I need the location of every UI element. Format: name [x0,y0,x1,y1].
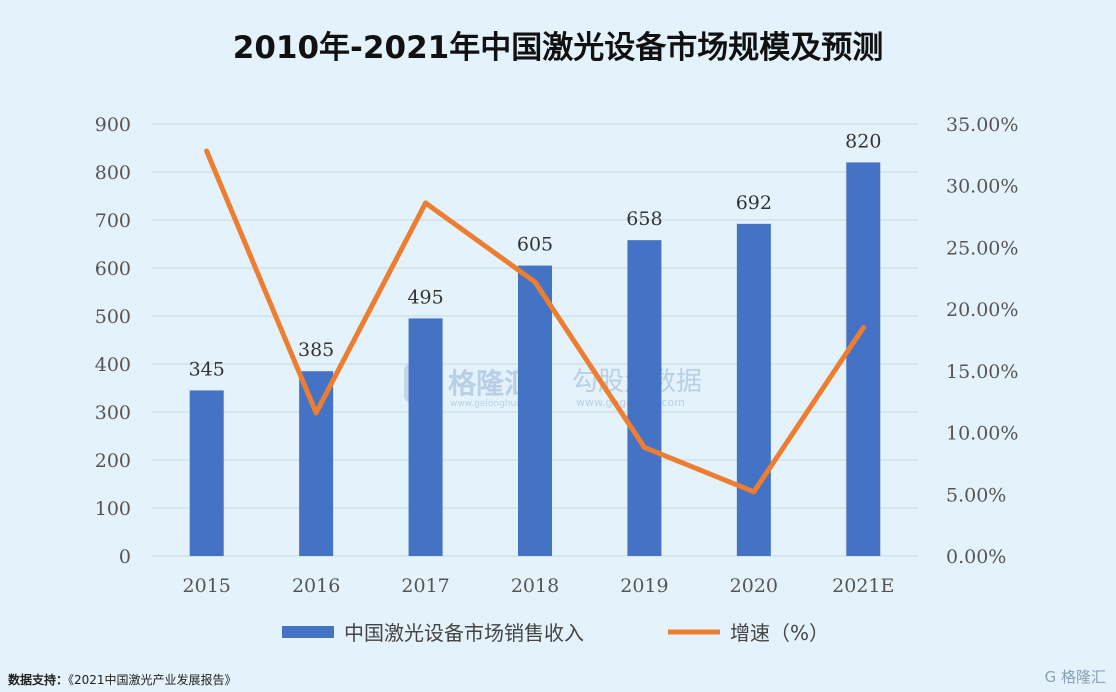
bar-data-label: 385 [298,339,334,361]
bar-data-label: 658 [626,208,662,230]
line-point [423,200,429,206]
y-right-tick-label: 5.00% [946,484,1006,506]
bar [408,318,443,556]
line-point [641,444,647,450]
bar-data-label: 345 [189,358,225,380]
y-right-tick-label: 35.00% [946,114,1018,136]
legend-bar-label: 中国激光设备市场销售收入 [344,621,584,645]
line-point [751,489,757,495]
legend: 中国激光设备市场销售收入 增速（%） [282,621,829,645]
y-left-tick-label: 500 [95,306,131,328]
chart-title: 2010年-2021年中国激光设备市场规模及预测 [233,30,883,66]
line-point [313,410,319,416]
bar [189,390,224,556]
x-tick-label: 2018 [511,575,559,597]
footer-label: 数据支持： [8,673,69,687]
y-left-tick-label: 400 [95,354,131,376]
x-tick-label: 2017 [401,575,449,597]
y-right-tick-label: 15.00% [946,361,1018,383]
x-tick-label: 2015 [183,575,231,597]
x-axis: 2015 2016 2017 2018 2019 2020 2021E [183,575,895,597]
y-left-tick-label: 200 [95,450,131,472]
corner-logo: G 格隆汇 [1044,668,1106,686]
y-left-tick-label: 300 [95,402,131,424]
x-tick-label: 2021E [832,575,894,597]
y-axis-right: 0.00% 5.00% 10.00% 15.00% 20.00% 25.00% 30.00%… [946,114,1018,568]
x-tick-label: 2019 [620,575,668,597]
y-right-tick-label: 30.00% [946,176,1018,198]
legend-bar-swatch [282,626,334,638]
line-point [860,325,866,331]
bar [736,223,771,556]
y-left-tick-label: 600 [95,258,131,280]
y-left-tick-label: 100 [95,498,131,520]
bar [299,371,334,556]
bar-data-label: 605 [517,234,553,256]
y-right-tick-label: 25.00% [946,237,1018,259]
bar [518,265,552,556]
y-left-tick-label: 900 [95,114,131,136]
watermark-url-1: www.gelonghui.com [450,399,541,409]
bar-data-label: 692 [736,192,772,214]
y-right-tick-label: 10.00% [946,423,1018,445]
x-tick-label: 2016 [292,575,340,597]
y-left-tick-label: 0 [119,546,131,568]
line-series [204,148,866,495]
bar [846,162,881,556]
y-left-tick-label: 700 [95,210,131,232]
bar [627,240,662,556]
footer-source-text: 《2021中国激光产业发展报告》 [68,673,237,687]
y-axis-left: 0 100 200 300 400 500 600 700 800 900 [95,114,131,568]
y-right-tick-label: 0.00% [946,546,1006,568]
data-labels: 345 385 495 605 658 692 820 [189,130,882,380]
bar-data-label: 820 [845,130,881,152]
y-right-tick-label: 20.00% [946,299,1018,321]
footer-source: 数据支持：《2021中国激光产业发展报告》 [8,671,237,688]
bar-data-label: 495 [407,286,443,308]
y-left-tick-label: 800 [95,162,131,184]
line-point [532,279,538,285]
legend-line-label: 增速（%） [730,621,829,645]
x-tick-label: 2020 [730,575,778,597]
line-point [204,148,210,154]
bar-series [189,162,881,556]
